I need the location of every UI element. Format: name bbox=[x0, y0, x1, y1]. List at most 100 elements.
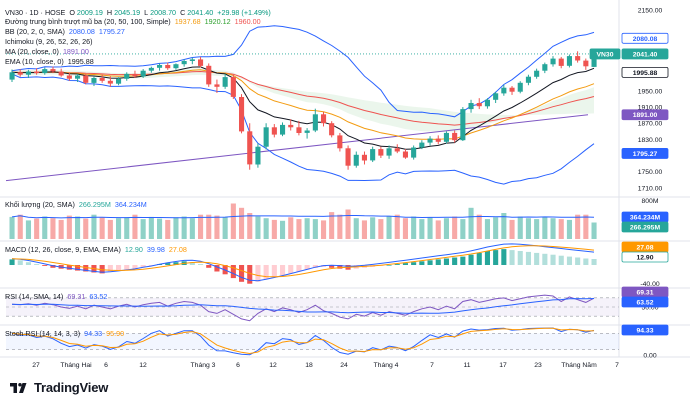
legend-volume-v2: 364.234M bbox=[114, 200, 147, 209]
candle-body bbox=[312, 114, 318, 131]
legend-bb2-label: BB (20, 2, 0, SMA) bbox=[5, 27, 65, 36]
ma-line bbox=[5, 114, 589, 182]
macd-histogram-bar bbox=[247, 265, 253, 284]
candle-body bbox=[189, 59, 195, 61]
candle-body bbox=[25, 71, 31, 75]
legend-macd-v1: 12.90 bbox=[124, 245, 143, 254]
tradingview-logo-icon bbox=[10, 382, 27, 393]
candle-body bbox=[198, 59, 204, 66]
macd-histogram-bar bbox=[509, 250, 515, 265]
volume-bar bbox=[329, 212, 335, 239]
candle-body bbox=[107, 80, 113, 84]
rsi-tag-ma-bg bbox=[621, 296, 669, 308]
candle-body bbox=[206, 65, 212, 85]
macd-histogram-bar bbox=[558, 255, 564, 265]
volume-bar bbox=[312, 219, 318, 239]
candle-body bbox=[525, 76, 531, 83]
volume-bar bbox=[230, 203, 236, 239]
ohlc-low: 2008.70 bbox=[150, 8, 177, 17]
volume-tag-value-bg bbox=[621, 221, 669, 233]
ohlc-close-key: C bbox=[180, 8, 186, 17]
legend-ema[interactable]: EMA (10, close, 0) 1995.88 bbox=[5, 57, 96, 67]
volume-bar bbox=[17, 214, 23, 239]
candle-body bbox=[132, 73, 138, 77]
volume-bar bbox=[386, 216, 392, 239]
legend-bb2[interactable]: BB (20, 2, 0, SMA) 2080.08 1795.27 bbox=[5, 27, 127, 37]
volume-bar bbox=[132, 214, 138, 239]
legend-macd[interactable]: MACD (12, 26, close, 9, EMA, EMA) 12.90 … bbox=[5, 245, 189, 255]
stoch-d-line bbox=[11, 327, 595, 355]
price-tag-bb-upper: 2080.08 bbox=[633, 36, 658, 43]
ohlc-change: +29.98 (+1.49%) bbox=[217, 8, 271, 17]
macd-histogram-bar bbox=[484, 251, 490, 265]
legend-stoch-v1: 94.33 bbox=[84, 329, 103, 338]
volume-bar bbox=[402, 218, 408, 239]
macd-histogram-bar bbox=[460, 256, 466, 265]
legend-rsi-v1: 69.31 bbox=[67, 292, 86, 301]
volume-bar bbox=[173, 217, 179, 239]
candle-body bbox=[435, 138, 441, 142]
legend-bb[interactable]: Đường trung bình trượt mũ ba (20, 50, 10… bbox=[5, 17, 263, 27]
time-axis-label: Tháng Năm bbox=[561, 362, 597, 369]
candle-body bbox=[493, 93, 499, 100]
candle-body bbox=[591, 53, 597, 67]
ohlc-close: 2041.40 bbox=[187, 8, 214, 17]
macd-histogram-bar bbox=[411, 262, 417, 265]
candle-body bbox=[370, 149, 376, 161]
time-axis-label: 17 bbox=[499, 362, 507, 369]
volume-bar bbox=[353, 218, 359, 239]
macd-histogram-bar bbox=[9, 259, 15, 265]
macd-histogram-bar bbox=[468, 254, 474, 265]
candle-body bbox=[353, 154, 359, 166]
volume-bar bbox=[591, 222, 597, 239]
rsi-tag-ma: 63.52 bbox=[636, 300, 653, 307]
volume-bar bbox=[116, 218, 122, 239]
ohlc-legend[interactable]: VN30 · 1D · HOSE O 2009.19 H 2045.19 L 2008… bbox=[5, 8, 273, 18]
macd-tag-hist-bg bbox=[621, 251, 669, 263]
candle-body bbox=[116, 78, 122, 84]
legend-volume[interactable]: Khối lượng (20, SMA) 266.295M 364.234M bbox=[5, 200, 149, 210]
candle-body bbox=[427, 138, 433, 143]
candle-body bbox=[575, 56, 581, 61]
legend-ma[interactable]: MA (20, close, 0) 1891.00 bbox=[5, 47, 91, 57]
candle-body bbox=[394, 148, 400, 152]
macd-histogram-bar bbox=[75, 265, 81, 271]
candle-body bbox=[148, 67, 154, 71]
macd-histogram-bar bbox=[148, 265, 154, 266]
macd-histogram-bar bbox=[165, 263, 171, 265]
volume-bar bbox=[304, 218, 310, 239]
volume-bar bbox=[255, 216, 261, 239]
legend-ema-v1: 1995.88 bbox=[67, 57, 94, 66]
macd-histogram-bar bbox=[189, 262, 195, 265]
candle-body bbox=[321, 114, 327, 124]
time-axis-label: 12 bbox=[139, 362, 147, 369]
time-axis-label: 27 bbox=[32, 362, 40, 369]
macd-histogram-bar bbox=[493, 250, 499, 265]
legend-macd-v3: 27.08 bbox=[168, 245, 187, 254]
macd-histogram-bar bbox=[50, 265, 56, 268]
candle-body bbox=[419, 142, 425, 148]
legend-stoch[interactable]: Stoch RSI (14, 14, 3, 3) 94.33 95.90 bbox=[5, 329, 126, 339]
tradingview-brand[interactable]: TradingView bbox=[8, 380, 108, 395]
candle-body bbox=[263, 127, 269, 147]
volume-bar bbox=[534, 219, 540, 239]
macd-histogram-bar bbox=[386, 265, 392, 266]
volume-bar bbox=[288, 217, 294, 239]
price-tag-ema: 1995.88 bbox=[633, 70, 658, 77]
time-axis-label: 18 bbox=[305, 362, 313, 369]
legend-ichimoku[interactable]: Ichimoku (9, 26, 52, 26, 26) bbox=[5, 37, 95, 47]
candle-body bbox=[402, 151, 408, 158]
volume-bar bbox=[107, 219, 113, 239]
volume-bar bbox=[542, 216, 548, 239]
brand-text: TradingView bbox=[34, 380, 109, 395]
legend-volume-v1: 266.295M bbox=[78, 200, 111, 209]
time-axis-label: 24 bbox=[340, 362, 348, 369]
macd-histogram-bar bbox=[525, 251, 531, 265]
volume-bar bbox=[214, 215, 220, 239]
legend-rsi[interactable]: RSI (14, SMA, 14) 69.31 63.52 bbox=[5, 292, 109, 302]
candle-body bbox=[509, 87, 515, 92]
price-tag-symbol: VN30 bbox=[596, 51, 613, 58]
ohlc-open-key: O bbox=[69, 8, 75, 17]
candle-body bbox=[550, 58, 556, 65]
